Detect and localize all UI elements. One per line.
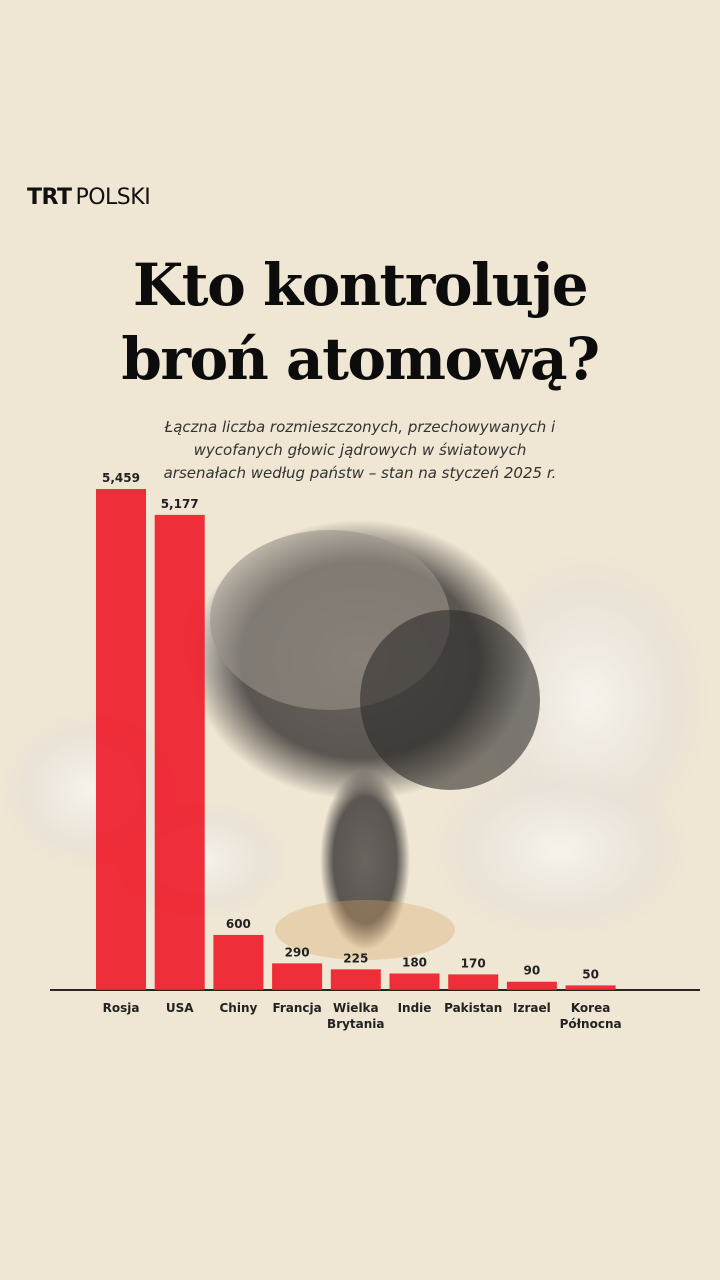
value-label: 170 [461,956,486,970]
value-label: 290 [285,945,310,959]
category-label: Indie [398,1001,432,1015]
page-title: Kto kontroluje broń atomową? [0,248,720,396]
value-label: 5,459 [102,471,140,485]
value-label: 180 [402,955,427,969]
bar-7 [506,981,557,990]
bar-8 [565,985,616,990]
category-label: Rosja [103,1001,140,1015]
bar-2 [213,934,264,990]
trt-polski-logo: TRT POLSKI [27,185,151,210]
bar-5 [389,973,440,990]
subtitle: Łączna liczba rozmieszczonych, przechowy… [163,418,557,482]
value-label: 50 [582,967,599,981]
value-label: 90 [524,964,541,978]
category-label: Izrael [513,1001,551,1015]
logo-trt: TRT [27,185,72,210]
category-label: Wielka Brytania [327,1001,384,1031]
category-label: USA [166,1001,194,1015]
category-label: Chiny [219,1001,257,1015]
category-label: Pakistan [444,1001,502,1015]
bar-3 [272,963,323,990]
title-line-1: Kto kontroluje [132,251,589,319]
value-label: 5,177 [161,497,199,511]
category-label: Korea Północna [560,1001,622,1031]
bar-4 [330,969,381,990]
title-line-2: broń atomową? [121,325,600,393]
logo-polski: POLSKI [75,185,151,210]
value-label: 225 [343,951,368,965]
category-label: Francja [272,1001,321,1015]
bar-1 [154,514,205,990]
bar-0 [96,489,146,990]
bar-6 [448,974,499,990]
value-label: 600 [226,917,251,931]
